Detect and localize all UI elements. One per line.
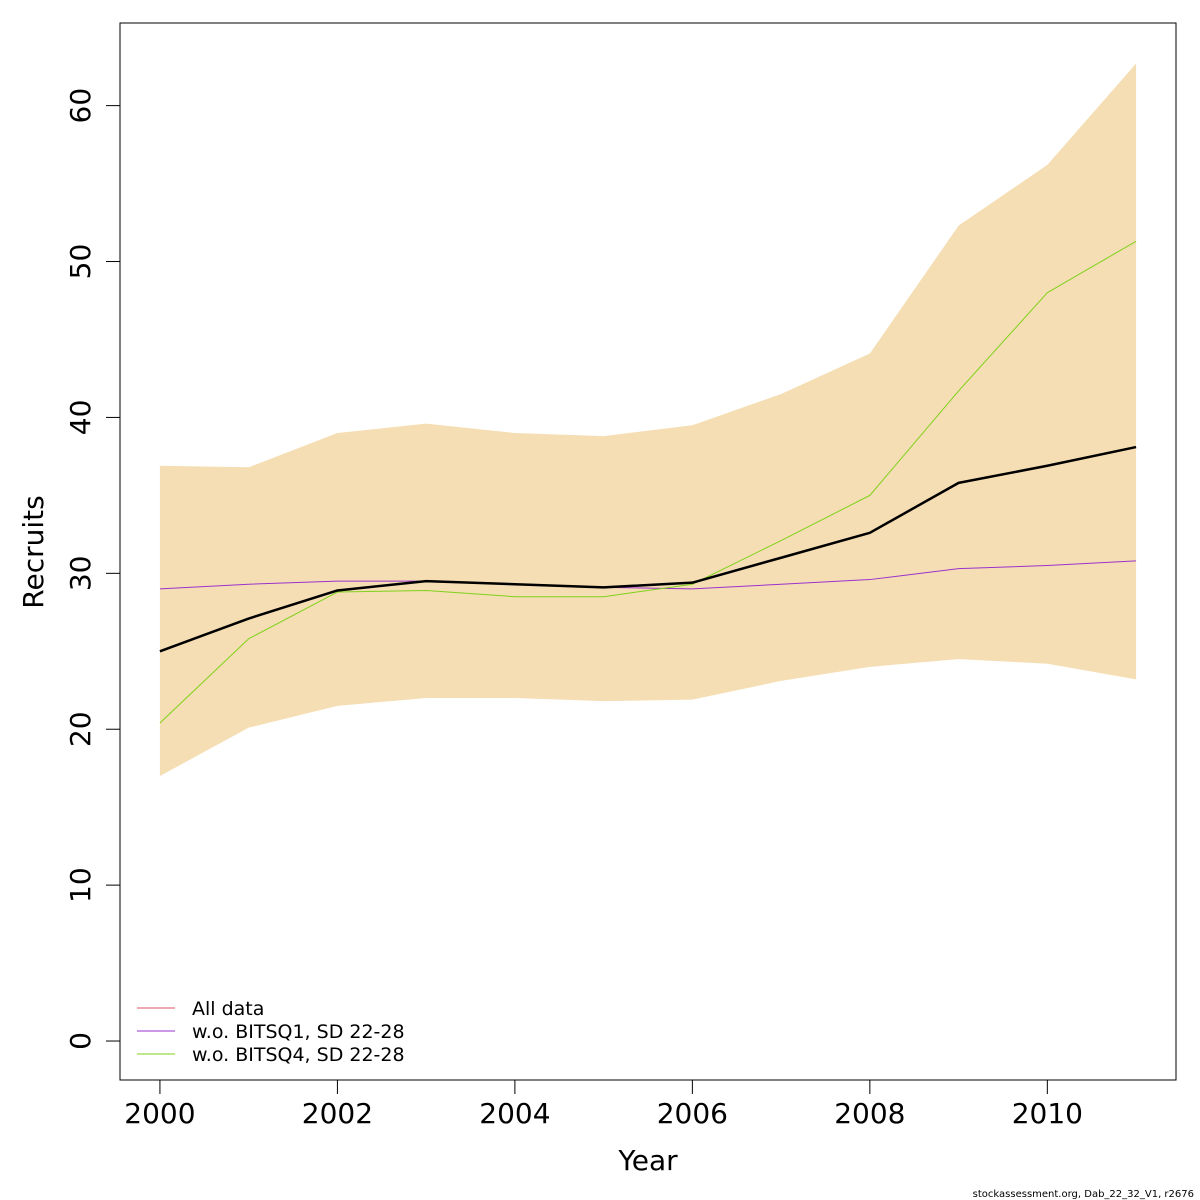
- legend-item: w.o. BITSQ1, SD 22-28: [137, 1021, 405, 1043]
- x-tick-label: 2006: [657, 1097, 728, 1130]
- x-axis: 2000 2002 2004 2006 2008 2010: [124, 1079, 1083, 1130]
- x-tick-label: 2002: [302, 1097, 373, 1130]
- y-axis-title: Recruits: [17, 495, 50, 608]
- confidence-band-layer: [159, 63, 1137, 776]
- x-axis-title: Year: [617, 1144, 678, 1177]
- y-tick-label: 0: [64, 1032, 97, 1050]
- y-tick-label: 40: [64, 400, 97, 436]
- y-tick-label: 60: [64, 88, 97, 124]
- x-tick-label: 2008: [834, 1097, 905, 1130]
- series-line-2: [159, 560, 1137, 590]
- y-tick-label: 10: [64, 867, 97, 903]
- y-tick-label: 30: [64, 556, 97, 592]
- series-line-3: [159, 240, 1137, 724]
- legend-label: w.o. BITSQ1, SD 22-28: [192, 1021, 405, 1043]
- legend-item: w.o. BITSQ4, SD 22-28: [137, 1044, 405, 1066]
- y-tick-label: 50: [64, 244, 97, 280]
- series-layer: [159, 240, 1137, 724]
- confidence-band: [159, 63, 1137, 776]
- y-tick-label: 20: [64, 711, 97, 747]
- x-tick-label: 2004: [479, 1097, 550, 1130]
- x-tick-label: 2000: [124, 1097, 195, 1130]
- credit-text: stockassessment.org, Dab_22_32_V1, r2676: [973, 1189, 1194, 1200]
- legend-label: w.o. BITSQ4, SD 22-28: [192, 1044, 405, 1066]
- y-axis: 0 10 20 30 40 50 60: [64, 88, 121, 1050]
- x-tick-label: 2010: [1012, 1097, 1083, 1130]
- legend-label: All data: [192, 998, 264, 1020]
- legend-item: All data: [137, 998, 264, 1020]
- estimate-line: [159, 445, 1137, 653]
